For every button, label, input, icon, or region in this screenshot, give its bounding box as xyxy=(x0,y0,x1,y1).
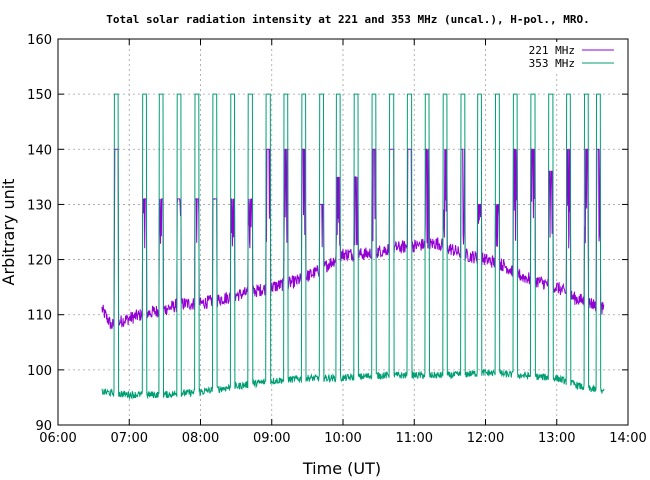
x-axis-label: Time (UT) xyxy=(302,459,381,478)
y-axis-label: Arbitrary unit xyxy=(0,179,18,286)
legend-background xyxy=(503,42,621,74)
x-tick-label: 06:00 xyxy=(39,431,76,446)
y-tick-label: 150 xyxy=(27,88,52,103)
plot-series xyxy=(101,93,605,400)
ticks: 06:00 07:00 08:00 09:00 10:00 11:00 12:00 13:00… xyxy=(27,33,647,446)
y-tick-label: 110 xyxy=(27,309,52,324)
y-tick-label: 90 xyxy=(35,419,52,434)
y-tick-label: 130 xyxy=(27,198,52,213)
x-tick-label: 07:00 xyxy=(111,431,148,446)
legend-label-353: 353 MHz xyxy=(529,57,575,70)
x-tick-label: 09:00 xyxy=(253,431,290,446)
plot-frame xyxy=(57,38,629,426)
x-tick-label: 08:00 xyxy=(182,431,219,446)
y-tick-label: 100 xyxy=(27,364,52,379)
y-tick-label: 160 xyxy=(27,33,52,48)
legend-label-221: 221 MHz xyxy=(529,44,575,57)
y-tick-label: 120 xyxy=(27,254,52,269)
chart-title: Total solar radiation intensity at 221 a… xyxy=(106,13,589,26)
y-tick-label: 140 xyxy=(27,143,52,158)
x-tick-label: 14:00 xyxy=(609,431,646,446)
series-line-1 xyxy=(101,93,605,400)
grid xyxy=(58,39,628,425)
series-line-0 xyxy=(101,148,605,330)
legend: 221 MHz 353 MHz xyxy=(503,42,621,74)
x-tick-label: 12:00 xyxy=(467,431,504,446)
x-tick-label: 10:00 xyxy=(324,431,361,446)
x-tick-label: 11:00 xyxy=(396,431,433,446)
x-tick-label: 13:00 xyxy=(538,431,575,446)
